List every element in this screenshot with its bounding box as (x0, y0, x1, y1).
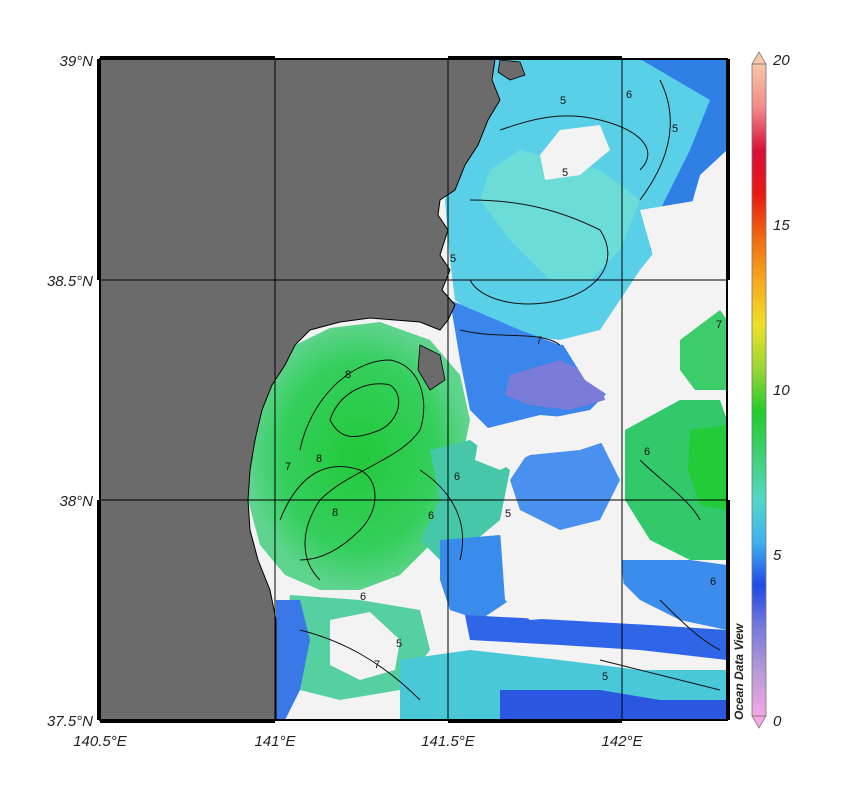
colorbar-tick-label: 20 (772, 52, 790, 69)
colorbar-tick-label: 10 (773, 382, 790, 399)
contour-label: 5 (562, 167, 568, 179)
green-bay-region (248, 322, 470, 590)
northern-teal-band (480, 150, 640, 280)
map-plot-area: 5 6 5 5 5 7 8 8 7 8 6 6 5 6 7 6 5 7 6 5 (100, 59, 727, 720)
data-field (248, 59, 727, 720)
contour-label: 5 (672, 123, 678, 135)
contour-label: 6 (428, 510, 434, 522)
nodata-gap-1 (540, 125, 610, 180)
colorbar-tick-label: 15 (773, 217, 790, 234)
southeast-blue-patch (620, 560, 727, 630)
y-tick-label: 39°N (59, 53, 93, 70)
contour-label: 5 (560, 95, 566, 107)
contour-label: 6 (626, 89, 632, 101)
contour-label: 7 (536, 335, 542, 347)
colorbar-top-arrow (751, 51, 767, 65)
y-tick-label: 38°N (59, 493, 93, 510)
contour-label: 5 (602, 671, 608, 683)
southern-blue-patch-1 (440, 535, 520, 620)
nodata-gap-6 (560, 335, 650, 400)
land-mass (100, 59, 501, 720)
x-tick-label: 141°E (254, 733, 296, 750)
purple-patch (505, 360, 605, 410)
frame-ticks (97, 56, 730, 723)
contour-label: 7 (716, 319, 722, 331)
colorbar-tick-label: 0 (773, 713, 782, 730)
colorbar: 20 15 10 5 0 (751, 51, 790, 730)
eastern-green-core (688, 425, 727, 510)
contour-label: 6 (710, 576, 716, 588)
nodata-gap-2 (475, 415, 610, 470)
colorbar-tick-label: 5 (773, 547, 782, 564)
coast-detail (417, 344, 446, 391)
contour-label: 6 (454, 471, 460, 483)
contour-label: 5 (450, 253, 456, 265)
colorbar-bar (752, 64, 766, 716)
nodata-gap-3 (500, 530, 625, 620)
y-tick-label: 37.5°N (47, 713, 93, 730)
contour-label: 8 (316, 453, 322, 465)
contour-label: 6 (360, 591, 366, 603)
x-tick-label: 141.5°E (421, 733, 476, 750)
contour-label: 8 (345, 369, 351, 381)
x-tick-label: 140.5°E (73, 733, 128, 750)
map-frame (99, 58, 728, 721)
contour-label: 7 (285, 461, 291, 473)
contour-lines (279, 79, 721, 701)
contour-label: 6 (644, 446, 650, 458)
contour-label: 8 (332, 507, 338, 519)
contour-label-group: 5 6 5 5 5 7 8 8 7 8 6 6 5 6 7 6 5 7 6 5 (285, 89, 722, 683)
peninsula-north (497, 59, 526, 81)
y-axis-labels: 39°N 38.5°N 38°N 37.5°N (47, 53, 93, 730)
ocean-data-view-watermark: Ocean Data View (732, 623, 746, 720)
y-tick-label: 38.5°N (47, 273, 93, 290)
colorbar-bottom-arrow (751, 715, 767, 729)
southern-blue-band (465, 615, 727, 660)
nodata-gap-5 (640, 200, 727, 310)
southern-blue-bottom (500, 690, 727, 720)
graticule (100, 59, 727, 720)
contour-label: 5 (396, 638, 402, 650)
central-blue-patch-2 (510, 440, 620, 530)
x-axis-labels: 140.5°E 141°E 141.5°E 142°E (73, 733, 643, 750)
eastern-green-north (680, 310, 727, 390)
x-tick-label: 142°E (601, 733, 643, 750)
contour-label: 5 (505, 508, 511, 520)
nodata-gap-4 (330, 612, 400, 680)
contour-label: 7 (374, 659, 380, 671)
